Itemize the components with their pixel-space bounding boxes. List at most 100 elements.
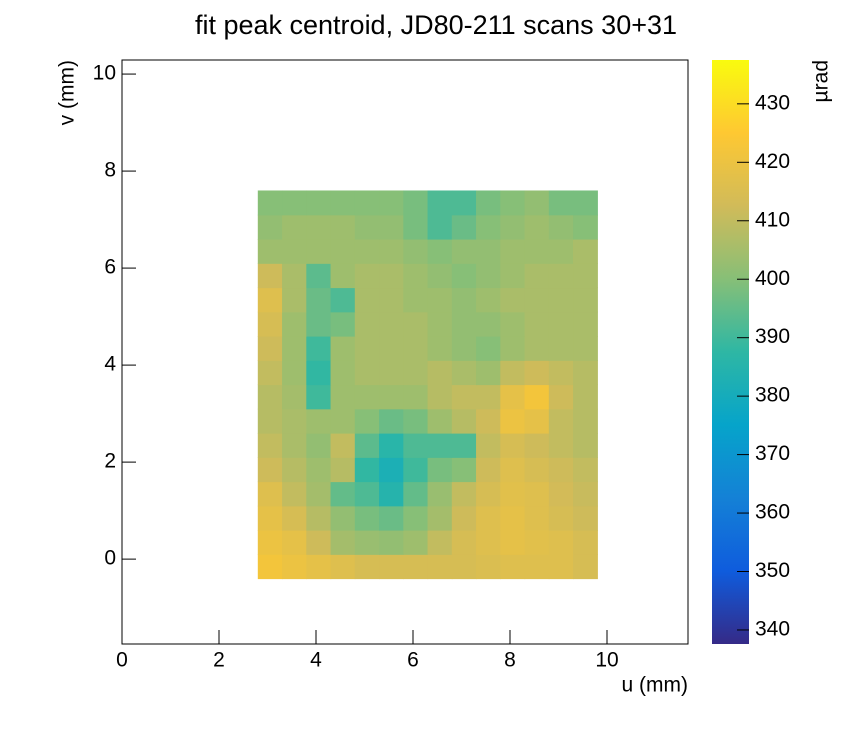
heatmap-cell: [451, 360, 477, 386]
heatmap-cell: [573, 554, 598, 580]
heatmap-cell: [379, 214, 404, 240]
heatmap-cell: [476, 481, 501, 507]
heatmap-cell: [330, 360, 356, 386]
heatmap-cell: [403, 311, 429, 337]
heatmap-cell: [282, 384, 307, 410]
y-tick-label: 4: [104, 353, 116, 376]
heatmap-cell: [427, 505, 453, 531]
heatmap-cell: [282, 190, 307, 216]
heatmap-cell: [282, 287, 307, 313]
heatmap-cell: [354, 408, 380, 434]
heatmap-cell: [330, 481, 356, 507]
heatmap-cell: [524, 408, 550, 434]
heatmap-cell: [573, 311, 598, 337]
heatmap-cell: [573, 457, 598, 483]
heatmap-cell: [427, 214, 453, 240]
heatmap-cell: [354, 457, 380, 483]
plot-frame: [121, 59, 689, 645]
heatmap-cell: [403, 505, 429, 531]
heatmap-cell: [354, 287, 380, 313]
heatmap-cell: [500, 554, 526, 580]
heatmap-cell: [427, 554, 453, 580]
heatmap-cell: [282, 238, 307, 264]
heatmap-cell: [306, 335, 332, 361]
heatmap-cell: [548, 190, 574, 216]
heatmap-cell: [282, 214, 307, 240]
colorbar: [712, 60, 749, 644]
heatmap-cell: [330, 311, 356, 337]
heatmap-cell: [257, 433, 283, 458]
heatmap-cell: [403, 457, 429, 483]
heatmap-cell: [451, 214, 477, 240]
heatmap-cell: [451, 263, 477, 289]
heatmap-cell: [548, 335, 574, 361]
heatmap-cell: [379, 554, 404, 580]
heatmap-cell: [306, 360, 332, 386]
heatmap-cell: [354, 505, 380, 531]
heatmap-cell: [524, 554, 550, 580]
heatmap-cell: [282, 263, 307, 289]
heatmap-cell: [257, 384, 283, 410]
heatmap-cell: [427, 433, 453, 458]
heatmap-cell: [476, 433, 501, 458]
heatmap-cell: [282, 457, 307, 483]
heatmap-cell: [524, 335, 550, 361]
heatmap-cell: [476, 554, 501, 580]
heatmap-cell: [282, 360, 307, 386]
heatmap-cell: [257, 530, 283, 555]
heatmap-cell: [427, 481, 453, 507]
heatmap-cell: [500, 335, 526, 361]
heatmap-cell: [330, 530, 356, 555]
heatmap-cell: [524, 287, 550, 313]
heatmap-cell: [354, 311, 380, 337]
y-tick-label: 2: [104, 450, 116, 473]
heatmap-cell: [427, 263, 453, 289]
heatmap-cell: [451, 190, 477, 216]
heatmap-cell: [476, 384, 501, 410]
heatmap-cell: [282, 433, 307, 458]
heatmap-cell: [476, 311, 501, 337]
heatmap-cell: [257, 287, 283, 313]
heatmap-cell: [500, 311, 526, 337]
heatmap-cell: [476, 238, 501, 264]
heatmap-cell: [427, 190, 453, 216]
heatmap-cell: [306, 505, 332, 531]
heatmap-cell: [354, 263, 380, 289]
heatmap-cell: [500, 481, 526, 507]
heatmap-cell: [354, 335, 380, 361]
heatmap-cell: [403, 360, 429, 386]
heatmap-cell: [379, 530, 404, 555]
heatmap-cell: [451, 457, 477, 483]
heatmap-cell: [354, 481, 380, 507]
heatmap-cell: [451, 505, 477, 531]
heatmap-cell: [476, 335, 501, 361]
heatmap-cells: [257, 190, 598, 580]
heatmap-cell: [500, 287, 526, 313]
heatmap-cell: [403, 433, 429, 458]
heatmap-cell: [476, 287, 501, 313]
heatmap-cell: [524, 214, 550, 240]
heatmap-cell: [330, 263, 356, 289]
heatmap-cell: [257, 554, 283, 580]
heatmap-cell: [524, 530, 550, 555]
heatmap-cell: [354, 554, 380, 580]
x-tick-label: 6: [407, 649, 419, 672]
heatmap-cell: [306, 311, 332, 337]
heatmap-cell: [548, 214, 574, 240]
heatmap-cell: [524, 311, 550, 337]
heatmap-cell: [524, 433, 550, 458]
heatmap-cell: [573, 335, 598, 361]
heatmap-cell: [306, 481, 332, 507]
heatmap-cell: [573, 190, 598, 216]
heatmap-cell: [330, 408, 356, 434]
heatmap-cell: [282, 335, 307, 361]
heatmap-cell: [306, 384, 332, 410]
heatmap-cell: [573, 505, 598, 531]
heatmap-cell: [379, 481, 404, 507]
heatmap-cell: [330, 457, 356, 483]
heatmap-cell: [330, 384, 356, 410]
heatmap-cell: [330, 505, 356, 531]
heatmap-cell: [573, 384, 598, 410]
heatmap-cell: [379, 360, 404, 386]
heatmap-cell: [306, 408, 332, 434]
